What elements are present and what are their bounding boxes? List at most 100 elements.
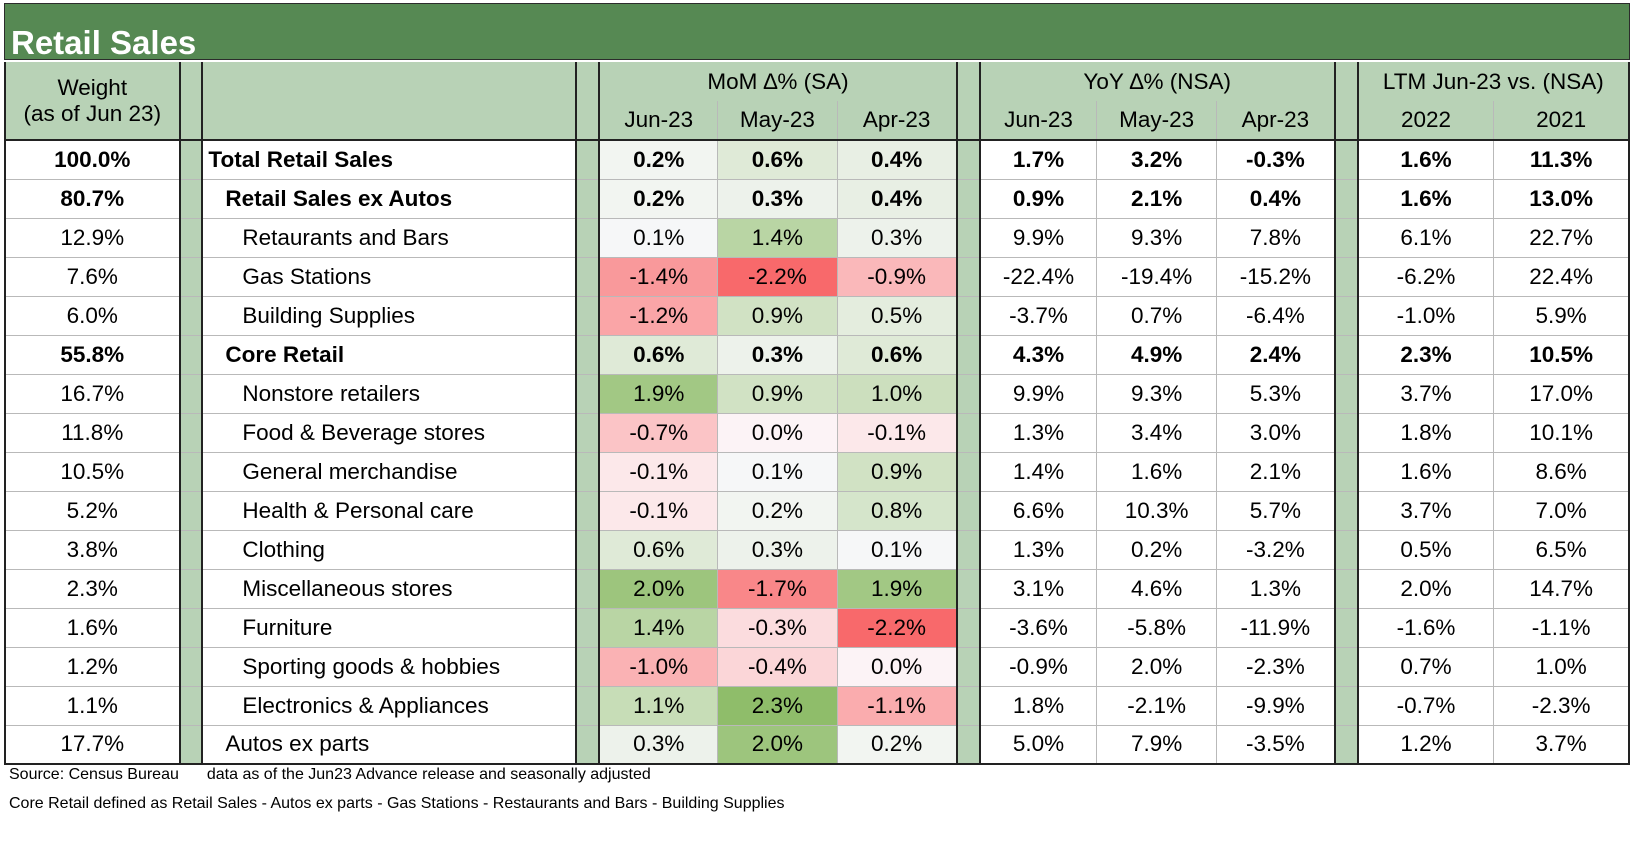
separator [575, 686, 601, 726]
mom-col-header: Apr-23 [836, 101, 957, 141]
mom-cell: -1.2% [598, 296, 718, 336]
yoy-cell: -0.9% [979, 647, 1097, 687]
footer-definition: Core Retail defined as Retail Sales - Au… [9, 795, 785, 812]
yoy-cell: 2.0% [1096, 647, 1217, 687]
mom-cell: -1.7% [717, 569, 838, 609]
mom-cell: 0.6% [717, 140, 838, 180]
table-row: 1.1% Electronics & Appliances 1.1% 2.3% -1.1… [4, 686, 1631, 726]
yoy-cell: 9.3% [1096, 218, 1217, 258]
table-row: 80.7% Retail Sales ex Autos 0.2% 0.3% 0.4% 0.… [4, 179, 1631, 219]
ltm-cell: 1.6% [1357, 140, 1494, 180]
yoy-cell: 1.3% [1215, 569, 1335, 609]
mom-cell: 0.2% [717, 491, 838, 531]
ltm-cell: 13.0% [1493, 179, 1631, 219]
separator [1333, 257, 1359, 297]
table-row: 3.8% Clothing 0.6% 0.3% 0.1% 1.3% 0.2% -3.2% 0.5… [4, 530, 1631, 570]
yoy-cell: 4.6% [1096, 569, 1217, 609]
yoy-cell: 1.3% [979, 413, 1097, 453]
separator [1333, 179, 1359, 219]
table-row: 10.5% General merchandise -0.1% 0.1% 0.9% 1.4… [4, 452, 1631, 492]
separator [178, 569, 204, 609]
ltm-cell: -1.0% [1357, 296, 1494, 336]
mom-cell: 0.6% [598, 335, 718, 375]
yoy-cell: 2.4% [1215, 335, 1335, 375]
separator [575, 530, 601, 570]
ltm-cell: 1.8% [1357, 413, 1494, 453]
ltm-cell: 11.3% [1493, 140, 1631, 180]
ltm-cell: 2.0% [1357, 569, 1494, 609]
mom-cell: 0.5% [836, 296, 957, 336]
yoy-cell: 0.4% [1215, 179, 1335, 219]
separator [178, 296, 204, 336]
separator [178, 530, 204, 570]
mom-cell: 2.0% [717, 725, 838, 765]
yoy-cell: 6.6% [979, 491, 1097, 531]
mom-cell: -1.1% [836, 686, 957, 726]
row-label: Autos ex parts [201, 725, 577, 765]
mom-cell: 0.4% [836, 179, 957, 219]
separator [1333, 608, 1359, 648]
ltm-cell: -0.7% [1357, 686, 1494, 726]
separator [178, 374, 204, 414]
separator [178, 452, 204, 492]
separator [1333, 335, 1359, 375]
mom-cell: 0.0% [717, 413, 838, 453]
yoy-cell: -3.7% [979, 296, 1097, 336]
mom-group-header: MoM ∆% (SA) [598, 62, 957, 101]
separator [178, 62, 204, 141]
yoy-cell: 0.7% [1096, 296, 1217, 336]
mom-cell: -0.4% [717, 647, 838, 687]
row-label: Electronics & Appliances [201, 686, 577, 726]
table-row: 11.8% Food & Beverage stores -0.7% 0.0% -0.1… [4, 413, 1631, 453]
weight-cell: 1.1% [4, 686, 180, 726]
separator [955, 218, 981, 258]
yoy-cell: -15.2% [1215, 257, 1335, 297]
separator [575, 725, 601, 765]
footer-note: data as of the Jun23 Advance release and… [206, 766, 651, 783]
separator [178, 608, 204, 648]
yoy-cell: -2.3% [1215, 647, 1335, 687]
separator [1333, 413, 1359, 453]
footer-source-line: Source: Census Bureau data as of the Jun2… [9, 766, 651, 784]
footer-source: Source: Census Bureau [9, 766, 179, 783]
yoy-col-header: Jun-23 [979, 101, 1097, 141]
ltm-cell: 10.5% [1493, 335, 1631, 375]
label-header [201, 62, 577, 141]
ltm-cell: 6.1% [1357, 218, 1494, 258]
ltm-cell: 22.4% [1493, 257, 1631, 297]
ltm-group-header: LTM Jun-23 vs. (NSA) [1357, 62, 1631, 101]
separator [955, 179, 981, 219]
mom-cell: 0.4% [836, 140, 957, 180]
sheet-title: Retail Sales [11, 24, 197, 61]
yoy-group-header: YoY ∆% (NSA) [979, 62, 1335, 101]
ltm-cell: 1.2% [1357, 725, 1494, 765]
yoy-col-header: Apr-23 [1215, 101, 1335, 141]
separator [955, 335, 981, 375]
separator [575, 62, 601, 141]
row-label: Sporting goods & hobbies [201, 647, 577, 687]
yoy-cell: -6.4% [1215, 296, 1335, 336]
mom-cell: 0.3% [717, 530, 838, 570]
weight-cell: 55.8% [4, 335, 180, 375]
separator [955, 686, 981, 726]
yoy-cell: -2.1% [1096, 686, 1217, 726]
mom-cell: 1.0% [836, 374, 957, 414]
table-row: 100.0% Total Retail Sales 0.2% 0.6% 0.4% 1.7%… [4, 140, 1631, 180]
yoy-cell: 2.1% [1215, 452, 1335, 492]
separator [955, 140, 981, 180]
table-row: 1.2% Sporting goods & hobbies -1.0% -0.4% 0.… [4, 647, 1631, 687]
mom-cell: 1.9% [836, 569, 957, 609]
mom-cell: 1.4% [717, 218, 838, 258]
ltm-cell: 17.0% [1493, 374, 1631, 414]
mom-cell: 0.2% [836, 725, 957, 765]
ltm-cell: -1.1% [1493, 608, 1631, 648]
separator [1333, 530, 1359, 570]
mom-cell: 0.6% [836, 335, 957, 375]
separator [955, 608, 981, 648]
row-label: Gas Stations [201, 257, 577, 297]
ltm-cell: -6.2% [1357, 257, 1494, 297]
mom-cell: -0.9% [836, 257, 957, 297]
mom-cell: 0.1% [836, 530, 957, 570]
separator [1333, 374, 1359, 414]
ltm-cell: 1.6% [1357, 452, 1494, 492]
